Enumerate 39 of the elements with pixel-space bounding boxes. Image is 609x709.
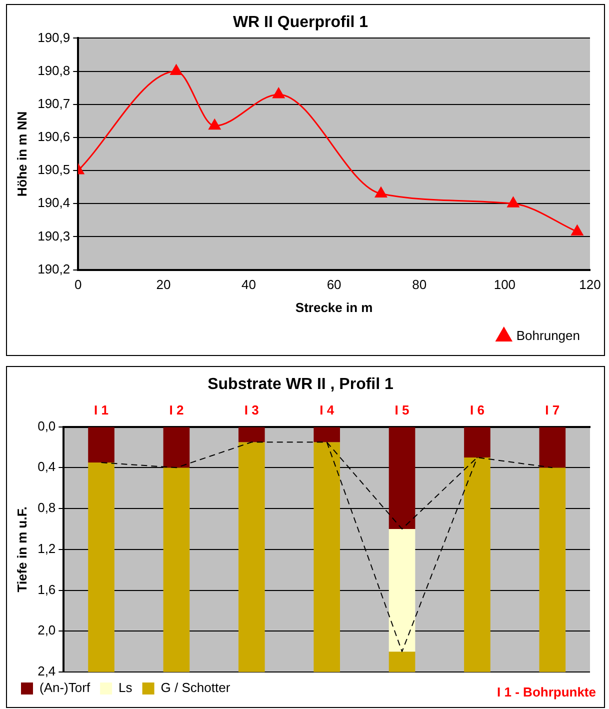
x-tick-label: I 4 (320, 402, 335, 418)
y-tick-label: 190,4 (38, 195, 70, 210)
y-tick-label: 190,6 (38, 129, 70, 144)
y-tick-label: 0,4 (38, 459, 56, 474)
x-tick-label: 80 (412, 277, 427, 292)
legend-label: Bohrungen (516, 328, 580, 344)
x-tick-label: 0 (74, 277, 82, 292)
x-tick-label: I 3 (244, 402, 259, 418)
y-tick-label: 190,7 (38, 96, 70, 111)
text: I 1 - Bohrpunkte (497, 684, 596, 700)
y-tick-label: 2,4 (38, 664, 56, 679)
x-axis-title: Strecke in m (295, 300, 373, 315)
y-tick-label: 2,0 (38, 622, 56, 638)
x-tick-label: 120 (579, 277, 601, 292)
x-tick-label: I 1 (94, 402, 108, 418)
y-axis-title: Höhe in m NN (14, 111, 30, 197)
y-tick-label: 190,5 (38, 162, 70, 178)
x-tick-label: I 2 (169, 402, 184, 418)
x-tick-label: I 6 (470, 402, 484, 418)
chart-title: WR II Querprofil 1 (232, 14, 368, 32)
x-tick-label: I 5 (394, 402, 410, 418)
y-tick-label: 190,8 (38, 62, 70, 78)
y-axis-title: Tiefe in m u.F. (14, 506, 30, 592)
x-tick-label: 40 (242, 277, 256, 292)
legend-label: G / Schotter (160, 680, 231, 696)
y-tick-label: 1,6 (38, 582, 56, 597)
x-tick-label: I 7 (545, 402, 560, 418)
y-tick-label: 0,0 (38, 418, 56, 434)
legend-label: Ls (118, 680, 133, 696)
x-tick-label: 100 (494, 277, 516, 292)
y-tick-label: 190,3 (38, 228, 70, 244)
y-tick-label: 190,2 (38, 261, 70, 276)
y-tick-label: 0,8 (38, 500, 56, 516)
y-tick-label: 190,9 (38, 30, 70, 45)
x-tick-label: 60 (326, 277, 342, 292)
chart-title: Substrate WR II , Profil 1 (208, 376, 394, 394)
legend-label: (An-)Torf (40, 680, 90, 696)
y-tick-label: 1,2 (38, 540, 56, 556)
x-tick-label: 20 (156, 277, 171, 292)
